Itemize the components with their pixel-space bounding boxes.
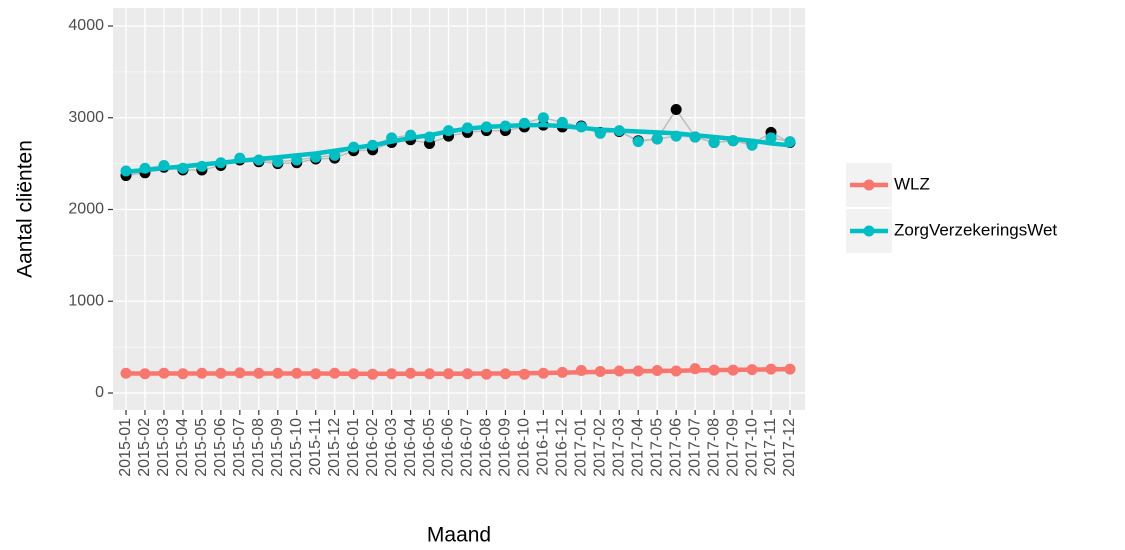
x-tick-label: 2017-07 [686, 418, 703, 477]
x-tick-label: 2015-05 [193, 418, 210, 477]
x-tick-label: 2016-05 [421, 418, 438, 477]
trend-line [123, 122, 793, 175]
x-tick-label: 2015-12 [326, 418, 343, 477]
y-axis-title: Aantal cliënten [14, 140, 37, 278]
x-tick-label: 2016-07 [459, 418, 476, 477]
x-axis-title: Maand [427, 524, 491, 547]
x-tick-label: 2017-03 [610, 418, 627, 477]
x-tick-label: 2016-02 [364, 418, 381, 477]
legend-key-point [863, 225, 875, 237]
x-tick-label: 2015-03 [155, 418, 172, 477]
y-tick-label: 4000 [68, 17, 104, 34]
y-tick-label: 0 [95, 384, 104, 401]
x-tick-label: 2015-02 [136, 418, 153, 477]
x-tick-label: 2016-01 [345, 418, 362, 477]
point [537, 112, 549, 124]
x-tick-label: 2016-11 [535, 418, 552, 476]
x-tick-label: 2015-07 [231, 418, 248, 477]
point [765, 132, 777, 144]
x-tick-label: 2016-12 [554, 418, 571, 477]
x-tick-label: 2016-09 [497, 418, 514, 477]
x-tick-label: 2017-02 [592, 418, 609, 477]
x-tick-label: 2017-11 [762, 418, 779, 476]
x-tick-label: 2017-12 [781, 418, 798, 477]
x-tick-label: 2017-04 [629, 418, 646, 477]
x-tick-label: 2017-01 [573, 418, 590, 477]
point [708, 137, 720, 149]
x-tick-label: 2017-08 [705, 418, 722, 477]
x-tick-label: 2017-06 [667, 418, 684, 477]
trend-line [123, 366, 793, 376]
x-tick-label: 2015-10 [288, 418, 305, 477]
x-tick-label: 2015-06 [212, 418, 229, 477]
point [632, 136, 644, 148]
legend-key-point [863, 179, 875, 191]
y-tick-label: 3000 [68, 109, 104, 126]
point [670, 103, 682, 115]
x-tick-label: 2015-04 [174, 418, 191, 477]
x-tick-label: 2017-10 [743, 418, 760, 477]
x-tick-label: 2017-09 [724, 418, 741, 477]
legend-label: WLZ [894, 174, 930, 193]
x-tick-label: 2016-03 [383, 418, 400, 477]
x-tick-label: 2016-04 [402, 418, 419, 477]
x-tick-label: 2015-08 [250, 418, 267, 477]
legend-label: ZorgVerzekeringsWet [894, 220, 1057, 239]
x-tick-label: 2015-01 [117, 418, 134, 477]
x-tick-label: 2016-10 [516, 418, 533, 477]
x-tick-label: 2015-11 [307, 418, 324, 476]
x-tick-label: 2016-06 [440, 418, 457, 477]
y-tick-label: 1000 [68, 292, 104, 309]
y-tick-label: 2000 [68, 201, 104, 218]
point [651, 133, 663, 145]
x-tick-label: 2017-05 [648, 418, 665, 477]
x-tick-label: 2016-08 [478, 418, 495, 477]
x-tick-label: 2015-09 [269, 418, 286, 477]
